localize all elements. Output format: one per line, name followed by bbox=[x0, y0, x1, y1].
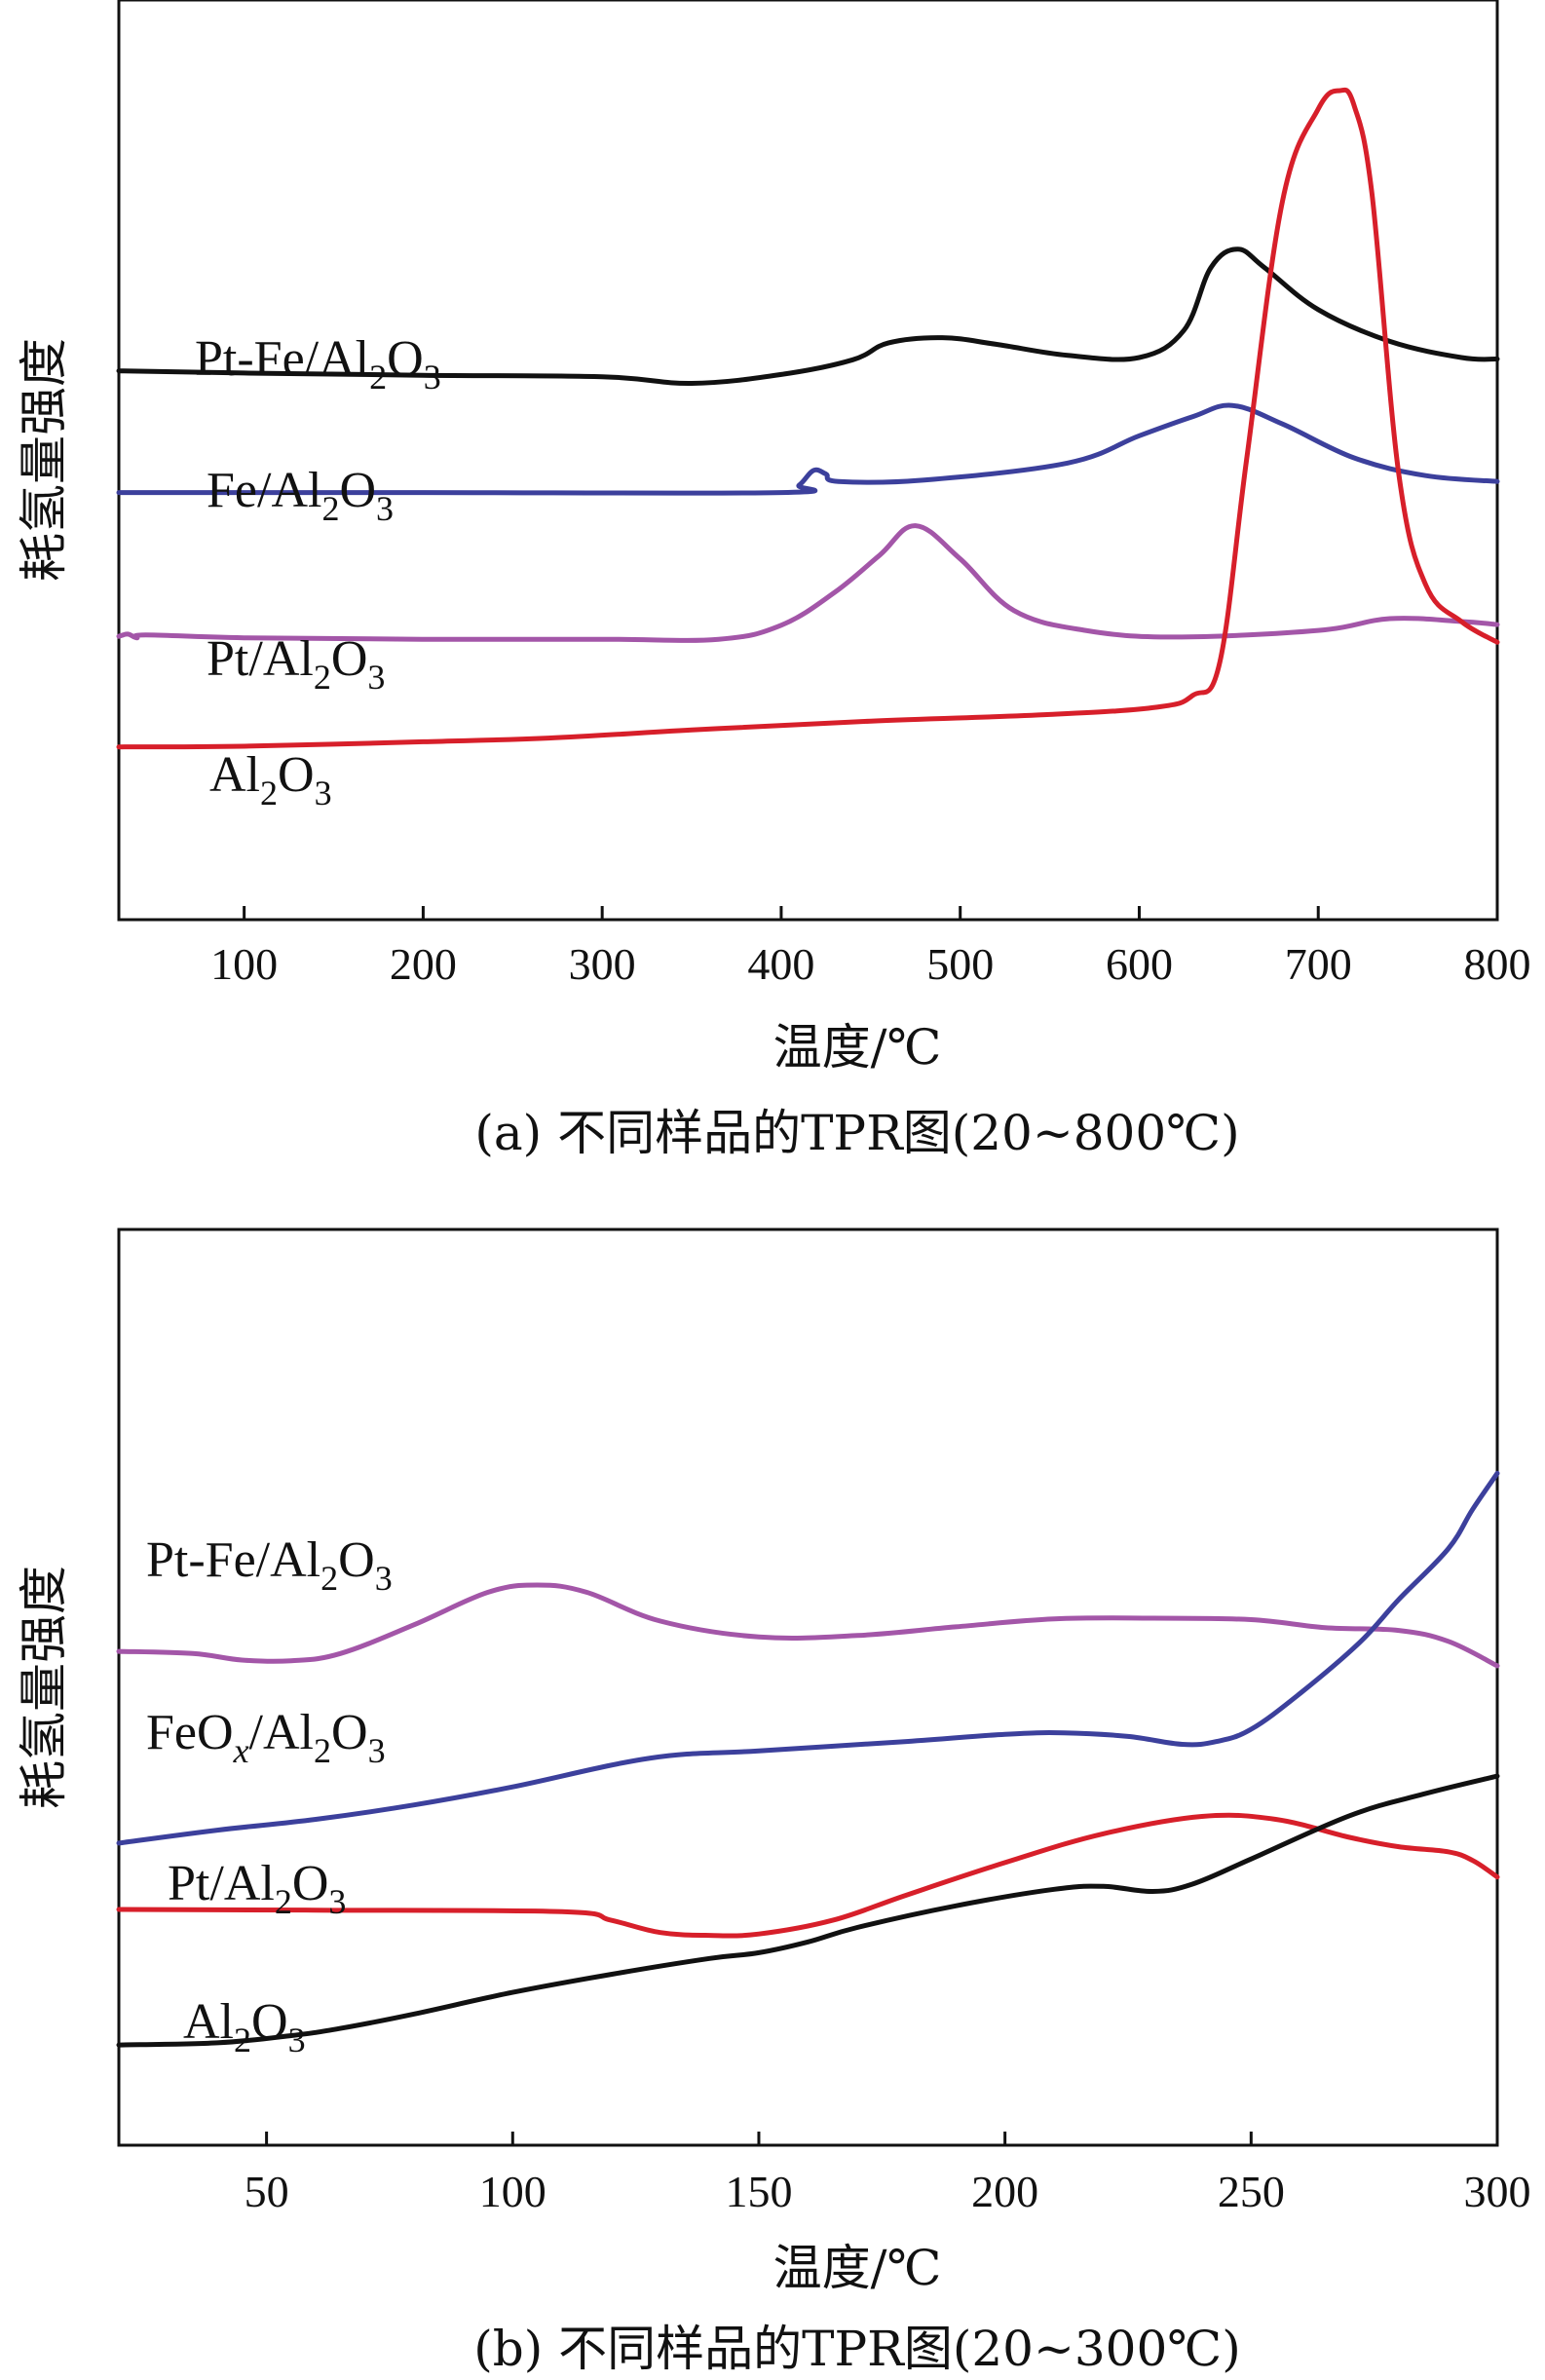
panel-a-x-tick-label: 700 bbox=[1285, 939, 1352, 989]
panel-b-y-axis-title: 耗氢量强度 bbox=[16, 1566, 72, 1809]
panel-a-y-axis-title: 耗氢量强度 bbox=[16, 338, 72, 582]
panel-a-series-line-3 bbox=[116, 523, 1500, 643]
panel-a-x-tick-label: 100 bbox=[210, 939, 278, 989]
panel-b-x-tick-label: 200 bbox=[971, 2167, 1038, 2216]
panel-b-series-label-4: Al2O3 bbox=[183, 1994, 306, 2059]
panel-a-series-label-3: Pt/Al2O3 bbox=[207, 631, 385, 697]
panel-a-plot-frame bbox=[117, 0, 1499, 922]
panel-b-series-label-2: FeOx/Al2O3 bbox=[146, 1705, 386, 1770]
panel-b-series-line-3 bbox=[116, 1812, 1500, 1939]
panel-b-x-tick-label: 250 bbox=[1218, 2167, 1285, 2216]
panel-a-x-tick-label: 500 bbox=[926, 939, 994, 989]
panel-a-series-lines bbox=[116, 87, 1500, 750]
panel-a-x-ticks: 100 200 300 400 500 600 700 800 bbox=[210, 906, 1531, 989]
panel-b-series-line-4 bbox=[116, 1773, 1500, 2048]
panel-b-x-tick-label: 150 bbox=[725, 2167, 792, 2216]
panel-a-x-tick-label: 400 bbox=[747, 939, 814, 989]
panel-b: 50 100 150 200 250 300 Pt-Fe/Al2O3FeOx/Al2O3P… bbox=[16, 1228, 1531, 2377]
panel-a-caption: (a) 不同样品的TPR图(20~800℃) bbox=[474, 1105, 1239, 1161]
panel-a-series-label-2: Fe/Al2O3 bbox=[207, 463, 394, 528]
panel-b-series-labels: Pt-Fe/Al2O3 FeOx/Al2O3 Pt/Al2O3 Al2O3 bbox=[146, 1532, 393, 2059]
panel-a-series-line-2 bbox=[116, 402, 1500, 496]
panel-b-x-tick-label: 300 bbox=[1464, 2167, 1531, 2216]
panel-b-x-ticks: 50 100 150 200 250 300 bbox=[245, 2132, 1531, 2216]
panel-b-caption: (b) 不同样品的TPR图(20~300℃) bbox=[473, 2321, 1240, 2377]
panel-a-series-line-4 bbox=[116, 87, 1500, 750]
panel-a: 100 200 300 400 500 600 700 800 Pt-Fe/Al2O3 Fe/A… bbox=[16, 0, 1531, 1161]
panel-a-x-tick-label: 300 bbox=[569, 939, 636, 989]
panel-b-series-label-1: Pt-Fe/Al2O3 bbox=[146, 1532, 393, 1598]
panel-b-series-label-3: Pt/Al2O3 bbox=[168, 1856, 346, 1921]
panel-a-series-line-1 bbox=[116, 246, 1500, 387]
panel-b-series-line-1 bbox=[116, 1582, 1500, 1669]
panel-a-series-labels: Pt-Fe/Al2O3 Fe/Al2O3 Pt/Al2O3 Al2O3 bbox=[195, 331, 441, 812]
panel-b-x-tick-label: 100 bbox=[479, 2167, 546, 2216]
panel-a-series-label-4: Al2O3 bbox=[209, 747, 332, 812]
panel-b-x-axis-title: 温度/℃ bbox=[773, 2240, 942, 2296]
panel-b-series-lines bbox=[116, 1470, 1500, 2048]
panel-b-plot-frame bbox=[117, 1228, 1499, 2147]
panel-b-x-tick-label: 50 bbox=[245, 2167, 289, 2216]
panel-a-series-label-1: Pt-Fe/Al2O3 bbox=[195, 331, 441, 397]
panel-a-x-tick-label: 200 bbox=[390, 939, 457, 989]
panel-a-x-tick-label: 600 bbox=[1106, 939, 1173, 989]
panel-b-series-line-2 bbox=[116, 1470, 1500, 1846]
panel-a-x-axis-title: 温度/℃ bbox=[773, 1019, 942, 1076]
panel-a-x-tick-label: 800 bbox=[1464, 939, 1531, 989]
